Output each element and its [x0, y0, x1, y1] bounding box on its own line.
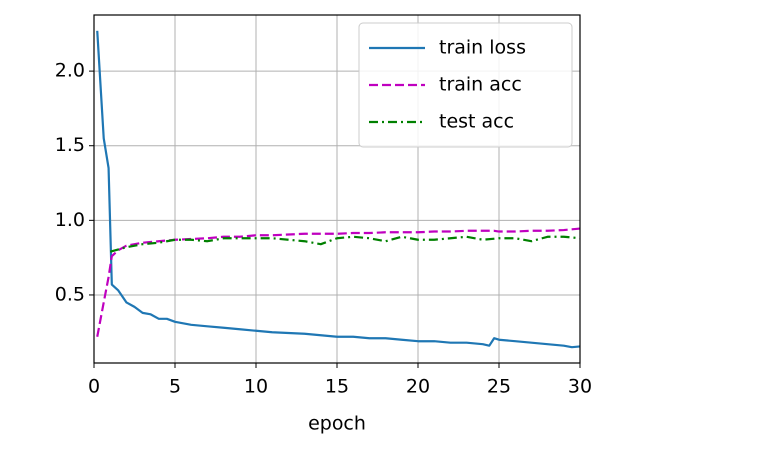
x-tick-label: 5 — [169, 376, 181, 398]
legend-box — [358, 22, 573, 148]
x-tick-label: 20 — [406, 376, 430, 398]
legend-label: train loss — [439, 37, 526, 59]
legend-label: test acc — [439, 111, 514, 133]
plot-frame — [93, 14, 581, 364]
x-tick-label: 25 — [487, 376, 511, 398]
line — [96, 30, 581, 349]
x-tick-label: 10 — [244, 376, 268, 398]
x-axis-label: epoch — [308, 413, 366, 435]
x-tick-label: 30 — [568, 376, 592, 398]
y-tick-label: 2.0 — [55, 60, 85, 82]
legend-label: train acc — [439, 74, 522, 96]
y-tick-label: 0.5 — [55, 283, 85, 305]
x-tick-label: 15 — [325, 376, 349, 398]
y-tick-label: 1.0 — [55, 209, 85, 231]
y-tick-label: 1.5 — [55, 134, 85, 156]
line — [96, 227, 581, 337]
line — [109, 235, 581, 253]
x-tick-label: 0 — [88, 376, 100, 398]
